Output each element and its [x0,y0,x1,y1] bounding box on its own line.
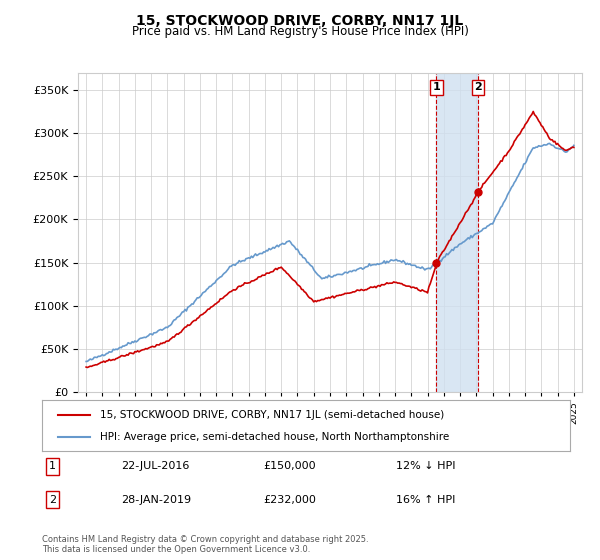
Text: Price paid vs. HM Land Registry's House Price Index (HPI): Price paid vs. HM Land Registry's House … [131,25,469,38]
Text: Contains HM Land Registry data © Crown copyright and database right 2025.
This d: Contains HM Land Registry data © Crown c… [42,535,368,554]
Text: £232,000: £232,000 [264,495,317,505]
Text: £150,000: £150,000 [264,461,316,471]
Text: 1: 1 [49,461,56,471]
Text: 16% ↑ HPI: 16% ↑ HPI [396,495,455,505]
Text: 2: 2 [474,82,481,92]
Text: 15, STOCKWOOD DRIVE, CORBY, NN17 1JL: 15, STOCKWOOD DRIVE, CORBY, NN17 1JL [136,14,464,28]
Text: 22-JUL-2016: 22-JUL-2016 [121,461,190,471]
Text: 1: 1 [433,82,440,92]
Bar [436,73,478,392]
Text: HPI: Average price, semi-detached house, North Northamptonshire: HPI: Average price, semi-detached house,… [100,432,449,442]
Text: 12% ↓ HPI: 12% ↓ HPI [396,461,455,471]
Text: 28-JAN-2019: 28-JAN-2019 [121,495,191,505]
Text: 2: 2 [49,495,56,505]
Text: 15, STOCKWOOD DRIVE, CORBY, NN17 1JL (semi-detached house): 15, STOCKWOOD DRIVE, CORBY, NN17 1JL (se… [100,409,445,419]
